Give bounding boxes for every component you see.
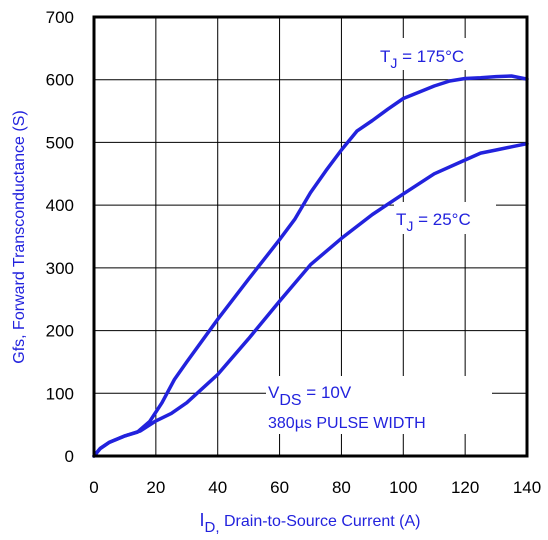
- y-tick-label: 300: [46, 259, 74, 278]
- x-tick-label: 0: [89, 478, 98, 497]
- x-axis-label: ID, Drain-to-Source Current (A): [200, 510, 421, 536]
- y-axis-label: Gfs, Forward Transconductance (S): [11, 110, 28, 363]
- x-tick-label: 80: [332, 478, 351, 497]
- annotation-vds: VDS = 10V: [268, 383, 352, 409]
- x-tick-label: 120: [451, 478, 479, 497]
- x-tick-label: 20: [146, 478, 165, 497]
- y-tick-label: 200: [46, 322, 74, 341]
- x-tick-label: 60: [270, 478, 289, 497]
- y-tick-labels: 0 100 200 300 400 500 600 700: [46, 8, 74, 466]
- annotation-tj-25: TJ = 25°C: [396, 210, 471, 234]
- annotation-tj-175: TJ = 175°C: [380, 47, 464, 71]
- x-tick-labels: 0 20 40 60 80 100 120 140: [89, 478, 541, 497]
- y-tick-label: 0: [65, 447, 74, 466]
- label-bg-vds: [266, 376, 492, 434]
- series-lines: [92, 74, 529, 458]
- y-tick-label: 400: [46, 196, 74, 215]
- y-tick-label: 100: [46, 384, 74, 403]
- annotation-pulse-width: 380µs PULSE WIDTH: [268, 415, 426, 432]
- x-tick-label: 40: [208, 478, 227, 497]
- x-tick-label: 100: [389, 478, 417, 497]
- series-line-tj-25: [92, 141, 529, 458]
- label-bg-175: [378, 38, 496, 70]
- y-tick-label: 600: [46, 71, 74, 90]
- label-bg-25: [394, 202, 496, 234]
- x-tick-label: 140: [513, 478, 541, 497]
- y-tick-label: 500: [46, 133, 74, 152]
- plot-frame: [92, 15, 529, 458]
- y-tick-label: 700: [46, 8, 74, 27]
